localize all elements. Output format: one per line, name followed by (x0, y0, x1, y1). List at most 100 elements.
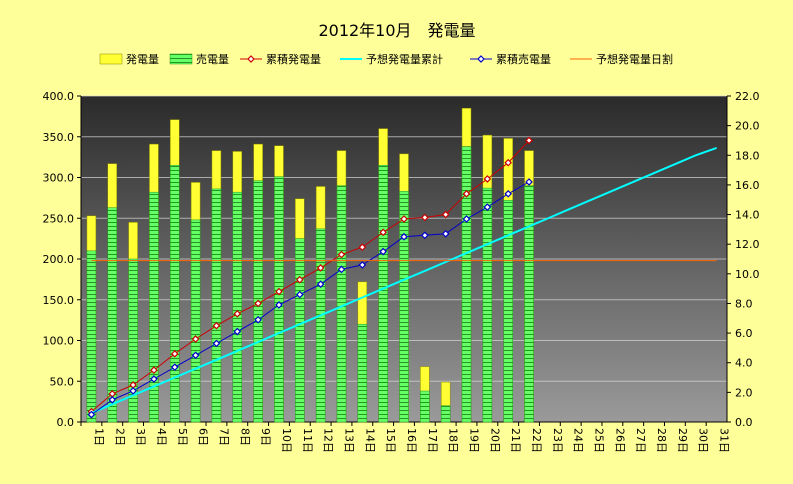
legend-label: 累積売電量 (496, 52, 551, 66)
y2-tick-label: 18.0 (735, 149, 760, 162)
y-tick-label: 50.0 (50, 375, 75, 388)
x-tick-label: 21日 (509, 428, 522, 453)
x-tick-label: 30日 (697, 428, 710, 453)
line-marker (108, 395, 117, 404)
line-series (91, 140, 530, 412)
line-marker (254, 315, 262, 324)
x-tick-label: 22日 (530, 428, 543, 453)
line-marker (337, 265, 346, 274)
line-marker (129, 387, 137, 395)
x-tick-label: 16日 (405, 428, 418, 453)
y2-tick-label: 4.0 (735, 357, 753, 370)
bar-sold (399, 191, 409, 423)
line-marker (379, 228, 388, 237)
x-tick-label: 19日 (468, 428, 481, 453)
y2-tick-label: 6.0 (735, 327, 753, 340)
x-tick-label: 6日 (197, 428, 210, 446)
x-tick-label: 18日 (447, 428, 460, 453)
bar-sold (149, 191, 159, 423)
bar-sold (107, 207, 118, 423)
x-tick-label: 17日 (426, 428, 439, 453)
bar-sold (315, 228, 326, 423)
y2-tick-label: 10.0 (735, 268, 760, 281)
bar-sold (128, 258, 138, 423)
y2-tick-label: 0.0 (735, 416, 753, 429)
line-marker (379, 247, 388, 256)
y-tick-label: 150.0 (43, 294, 75, 307)
bar-sold (440, 405, 451, 423)
legend: 発電量 売電量 累積発電量 予想発電量累計 累積売電量 予想発電量日割 (99, 52, 673, 66)
y2-tick-label: 16.0 (735, 179, 760, 192)
y2-tick-label: 14.0 (735, 209, 760, 222)
bar-sold (503, 200, 513, 423)
x-tick-label: 25日 (593, 428, 606, 453)
y2-tick-label: 20.0 (735, 120, 760, 133)
x-tick-label: 24日 (572, 428, 585, 453)
line-marker (337, 250, 346, 259)
line-marker (316, 264, 325, 272)
legend-label: 売電量 (196, 53, 229, 66)
line-marker (295, 275, 304, 284)
x-tick-label: 8日 (238, 428, 251, 446)
line-marker (420, 231, 429, 240)
line-marker (191, 335, 200, 343)
line-marker (504, 158, 513, 167)
x-tick-label: 3日 (134, 428, 147, 446)
x-axis: 1日 2日 3日 4日 5日 6日 7日 8日 9日 10日 11日 12日 13日 14日 15日 16日 1… (80, 421, 731, 453)
y2-tick-label: 22.0 (735, 90, 760, 103)
x-tick-label: 4日 (155, 428, 168, 446)
x-tick-label: 7日 (217, 428, 230, 446)
bar-sold (232, 191, 243, 423)
x-tick-label: 1日 (92, 428, 105, 446)
bar-sold (170, 165, 180, 423)
line-marker (400, 232, 408, 241)
line-marker (358, 243, 367, 251)
legend-label: 予想発電量日割 (596, 52, 673, 66)
x-tick-label: 12日 (322, 428, 335, 453)
line-marker (420, 213, 429, 222)
y2-tick-label: 8.0 (735, 297, 753, 310)
line-marker (504, 189, 513, 198)
x-tick-label: 15日 (384, 428, 397, 453)
bar-sold (86, 250, 97, 423)
x-tick-label: 9日 (259, 428, 272, 446)
right-axis: 0.0 2.0 4.0 6.0 8.0 10.0 12.0 14.0 16.0 18.0 20.0 2… (726, 90, 760, 429)
y-tick-label: 0.0 (57, 416, 75, 429)
x-tick-label: 10日 (280, 428, 293, 453)
line-marker (525, 178, 533, 186)
line-marker (170, 349, 179, 358)
line-marker (233, 309, 242, 318)
line-marker (525, 136, 533, 145)
x-tick-label: 31日 (718, 428, 731, 453)
bars (86, 107, 534, 423)
x-tick-label: 23日 (551, 428, 564, 453)
bar-sold (211, 188, 222, 423)
y2-tick-label: 2.0 (735, 386, 753, 399)
x-tick-label: 27日 (634, 428, 647, 453)
y-tick-label: 100.0 (43, 335, 75, 348)
legend-label: 発電量 (126, 52, 159, 66)
x-tick-label: 29日 (676, 428, 689, 453)
bar-sold (190, 219, 201, 423)
bar-sold (420, 390, 430, 423)
line-marker (441, 210, 450, 219)
x-tick-label: 20日 (488, 428, 501, 453)
x-tick-label: 2日 (113, 428, 126, 446)
line-marker (191, 351, 200, 360)
line-marker (316, 280, 325, 289)
line-series (91, 146, 717, 415)
line-marker (483, 175, 492, 183)
line-marker (170, 363, 179, 372)
y-tick-label: 350.0 (43, 131, 75, 144)
lines (87, 136, 717, 419)
x-tick-label: 26日 (613, 428, 626, 453)
bar-sold (378, 165, 388, 423)
x-tick-label: 28日 (655, 428, 668, 453)
legend-marker (477, 55, 485, 63)
y-tick-label: 200.0 (43, 253, 75, 266)
y2-tick-label: 12.0 (735, 238, 760, 251)
left-axis: 0.0 50.0 100.0 150.0 200.0 250.0 300.0 350.0 400… (43, 90, 82, 429)
bar-sold (461, 146, 472, 423)
bar-sold (295, 238, 305, 423)
y-tick-label: 300.0 (43, 172, 75, 185)
